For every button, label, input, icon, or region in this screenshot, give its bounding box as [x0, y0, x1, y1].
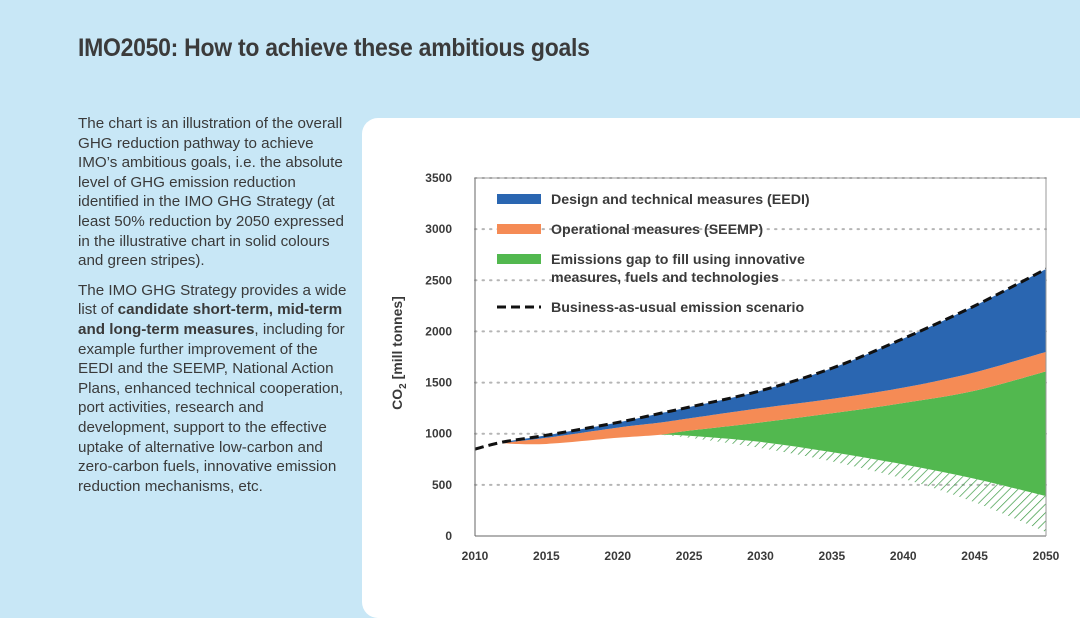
- emissions-chart: 2010 2015 2020 2025 2030 2035 2040 2045 2050 0 500…: [389, 171, 1060, 563]
- description-text: The chart is an illustration of the over…: [78, 114, 350, 506]
- x-tick-2030: 2030: [747, 549, 774, 563]
- legend-label-gap-line2: measures, fuels and technologies: [551, 270, 779, 286]
- axes: [474, 177, 1047, 537]
- y-tick-0: 0: [445, 529, 452, 543]
- paragraph-1: The chart is an illustration of the over…: [78, 115, 344, 270]
- paragraph-2-bold: candidate short-term, mid-term and long-…: [78, 301, 343, 338]
- chart-card: 2010 2015 2020 2025 2030 2035 2040 2045 2050 0 500…: [362, 118, 1080, 618]
- eedi-area: [503, 269, 1046, 443]
- x-tick-2010: 2010: [462, 549, 489, 563]
- y-tick-1500: 1500: [425, 376, 452, 390]
- legend-label-seemp: Operational measures (SEEMP): [551, 222, 763, 238]
- legend-swatch-eedi: [497, 194, 541, 204]
- x-tick-2050: 2050: [1033, 549, 1060, 563]
- chart-legend: Design and technical measures (EEDI) Oper…: [497, 192, 810, 316]
- x-tick-2025: 2025: [676, 549, 703, 563]
- area-series: [474, 267, 1047, 532]
- y-axis-label: CO2 [mill tonnes]: [389, 296, 409, 410]
- legend-swatch-seemp: [497, 224, 541, 234]
- page-title: IMO2050: How to achieve these ambitious …: [78, 34, 590, 62]
- tick-labels: 2010 2015 2020 2025 2030 2035 2040 2045 2050 0 500…: [425, 171, 1059, 563]
- y-tick-3500: 3500: [425, 171, 452, 185]
- legend-label-gap: Emissions gap to fill using innovative: [551, 252, 805, 268]
- bau-line: [474, 267, 1047, 451]
- hatched-area: [660, 434, 1046, 532]
- x-tick-2020: 2020: [604, 549, 631, 563]
- legend-label-bau: Business-as-usual emission scenario: [551, 300, 804, 316]
- y-tick-1000: 1000: [425, 427, 452, 441]
- paragraph-2: The IMO GHG Strategy provides a wide lis…: [78, 281, 350, 497]
- legend-label-eedi: Design and technical measures (EEDI): [551, 192, 810, 208]
- y-tick-2000: 2000: [425, 324, 452, 338]
- x-tick-2015: 2015: [533, 549, 560, 563]
- legend-swatch-gap: [497, 254, 541, 264]
- paragraph-2-end: , including for example further improvem…: [78, 320, 345, 495]
- gap-area: [660, 371, 1046, 497]
- x-tick-2035: 2035: [819, 549, 846, 563]
- y-tick-2500: 2500: [425, 273, 452, 287]
- y-tick-3000: 3000: [425, 222, 452, 236]
- x-tick-2045: 2045: [961, 549, 988, 563]
- x-tick-2040: 2040: [890, 549, 917, 563]
- y-tick-500: 500: [432, 478, 452, 492]
- paragraph-2-start: The IMO GHG Strategy provides a wide lis…: [78, 281, 347, 319]
